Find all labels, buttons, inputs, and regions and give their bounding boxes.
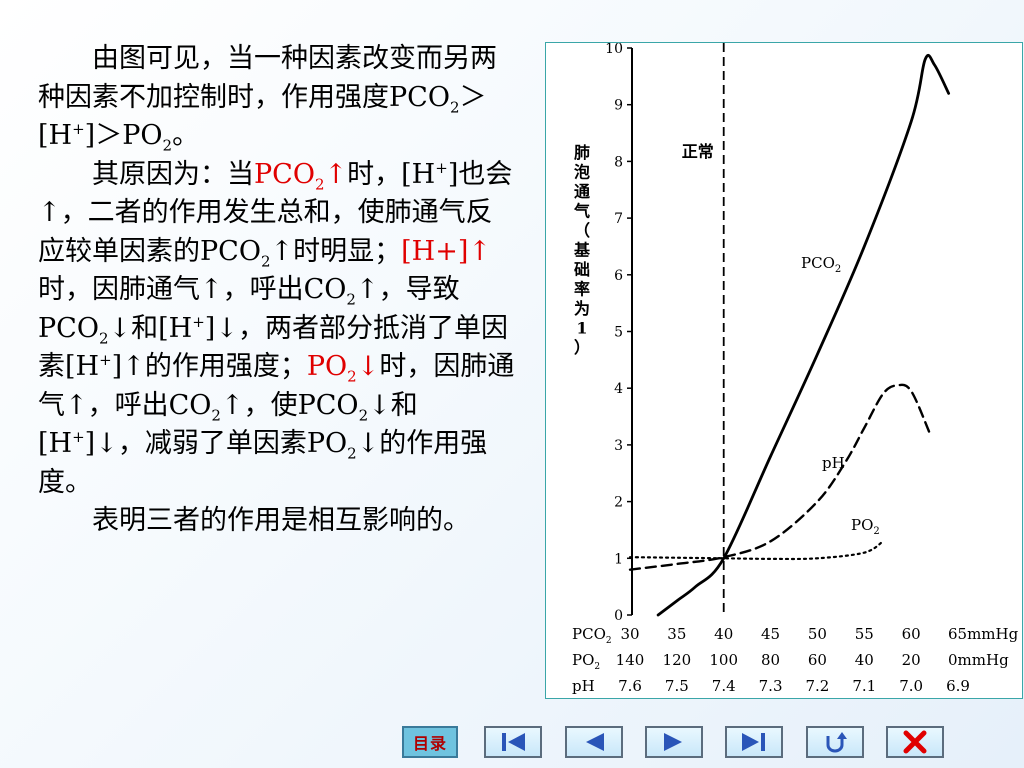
y-tick-label: 0	[614, 608, 623, 624]
axis-row-tick: 7.6	[618, 677, 642, 695]
axis-row-label: PO2	[572, 651, 600, 672]
explanation-text: 由图可见，当一种因素改变而另两种因素不加控制时，作用强度PCO2＞[H+]＞PO…	[38, 40, 518, 541]
last-page-button[interactable]	[725, 726, 783, 758]
y-tick-label: 2	[614, 495, 623, 511]
series-label-po2: PO2	[851, 516, 880, 537]
y-tick-label: 5	[614, 325, 623, 341]
y-tick-label: 1	[614, 551, 623, 567]
ventilation-chart: 0 1 2 3 4 5 6 7 8 9 10 肺泡通气（基础率为 1）正常 PCO2 pH PO2 PCO2 30…	[545, 42, 1023, 699]
y-tick-label: 6	[614, 268, 623, 284]
series-label-pco2: PCO2	[801, 254, 841, 275]
y-tick-label: 3	[614, 438, 623, 454]
axis-row-tick: 40	[855, 651, 874, 669]
paragraph-3: 表明三者的作用是相互影响的。	[92, 505, 470, 536]
next-page-icon	[664, 733, 682, 751]
axis-row-tick: 7.2	[805, 677, 829, 695]
axis-row-tick: 40	[714, 625, 733, 643]
series-line-po2	[628, 540, 885, 561]
menu-button[interactable]: 目录	[402, 726, 458, 758]
menu-label: 目录	[412, 734, 447, 753]
series-line-ph	[628, 383, 932, 571]
axis-row-tick: 20	[902, 651, 921, 669]
y-axis-label-char: 1	[576, 319, 587, 338]
series-line-pco2	[656, 54, 951, 617]
previous-page-icon	[586, 733, 604, 751]
normal-label: 正常	[682, 142, 714, 161]
paragraph-2: 其原因为：当PCO2↑时，[H+]也会↑，二者的作用发生总和，使肺通气反应较单因…	[38, 158, 515, 498]
y-tick-label: 8	[614, 154, 623, 170]
y-axis-label-char: （	[574, 221, 590, 240]
axis-row-tick: 0mmHg	[948, 651, 1009, 669]
axis-row-tick: 50	[808, 625, 827, 643]
last-page-icon	[742, 733, 765, 751]
exit-icon	[903, 730, 927, 754]
axis-row-tick: 55	[855, 625, 874, 643]
first-page-icon	[502, 733, 525, 751]
y-axis-label-char: 为	[574, 299, 590, 318]
exit-button[interactable]	[886, 726, 944, 758]
axis-row-label: PCO2	[572, 625, 612, 646]
axis-row-tick: 7.3	[759, 677, 783, 695]
axis-row-tick: 65mmHg	[948, 625, 1019, 643]
y-axis-label-char: 泡	[574, 163, 590, 182]
y-axis-label-char: 肺	[574, 143, 590, 162]
axis-row-tick: 60	[808, 651, 827, 669]
axis-row-tick: 60	[902, 625, 921, 643]
axis-row-tick: 7.5	[665, 677, 689, 695]
y-axis-label-char: ）	[574, 338, 590, 357]
y-axis-label-char: 通	[574, 182, 590, 201]
y-axis-label-char: 基	[573, 241, 591, 260]
axis-row-tick: 100	[709, 651, 738, 669]
axis-row-tick: 30	[620, 625, 639, 643]
y-tick-label: 4	[614, 381, 623, 397]
series-label-ph: pH	[822, 454, 845, 472]
y-axis-label-char: 础	[574, 260, 590, 279]
return-button[interactable]	[806, 726, 864, 758]
y-tick-label: 7	[614, 211, 623, 227]
axis-row-tick: 6.9	[946, 677, 970, 695]
return-icon	[826, 732, 847, 753]
axis-row-tick: 35	[667, 625, 686, 643]
y-tick-label: 10	[605, 43, 623, 57]
axis-row-label: pH	[572, 677, 595, 695]
first-page-button[interactable]	[484, 726, 542, 758]
y-axis-label-char: 率	[574, 280, 590, 299]
axis-row-tick: 7.1	[852, 677, 876, 695]
next-page-button[interactable]	[645, 726, 703, 758]
axis-row-tick: 80	[761, 651, 780, 669]
axis-row-tick: 45	[761, 625, 780, 643]
axis-row-tick: 7.0	[899, 677, 923, 695]
y-tick-label: 9	[614, 98, 623, 114]
paragraph-1: 由图可见，当一种因素改变而另两种因素不加控制时，作用强度PCO2＞[H+]＞PO…	[38, 43, 497, 155]
axis-row-tick: 120	[663, 651, 692, 669]
axis-row-tick: 7.4	[712, 677, 736, 695]
previous-page-button[interactable]	[565, 726, 623, 758]
axis-row-tick: 140	[616, 651, 645, 669]
y-axis-label-char: 气	[573, 202, 590, 221]
